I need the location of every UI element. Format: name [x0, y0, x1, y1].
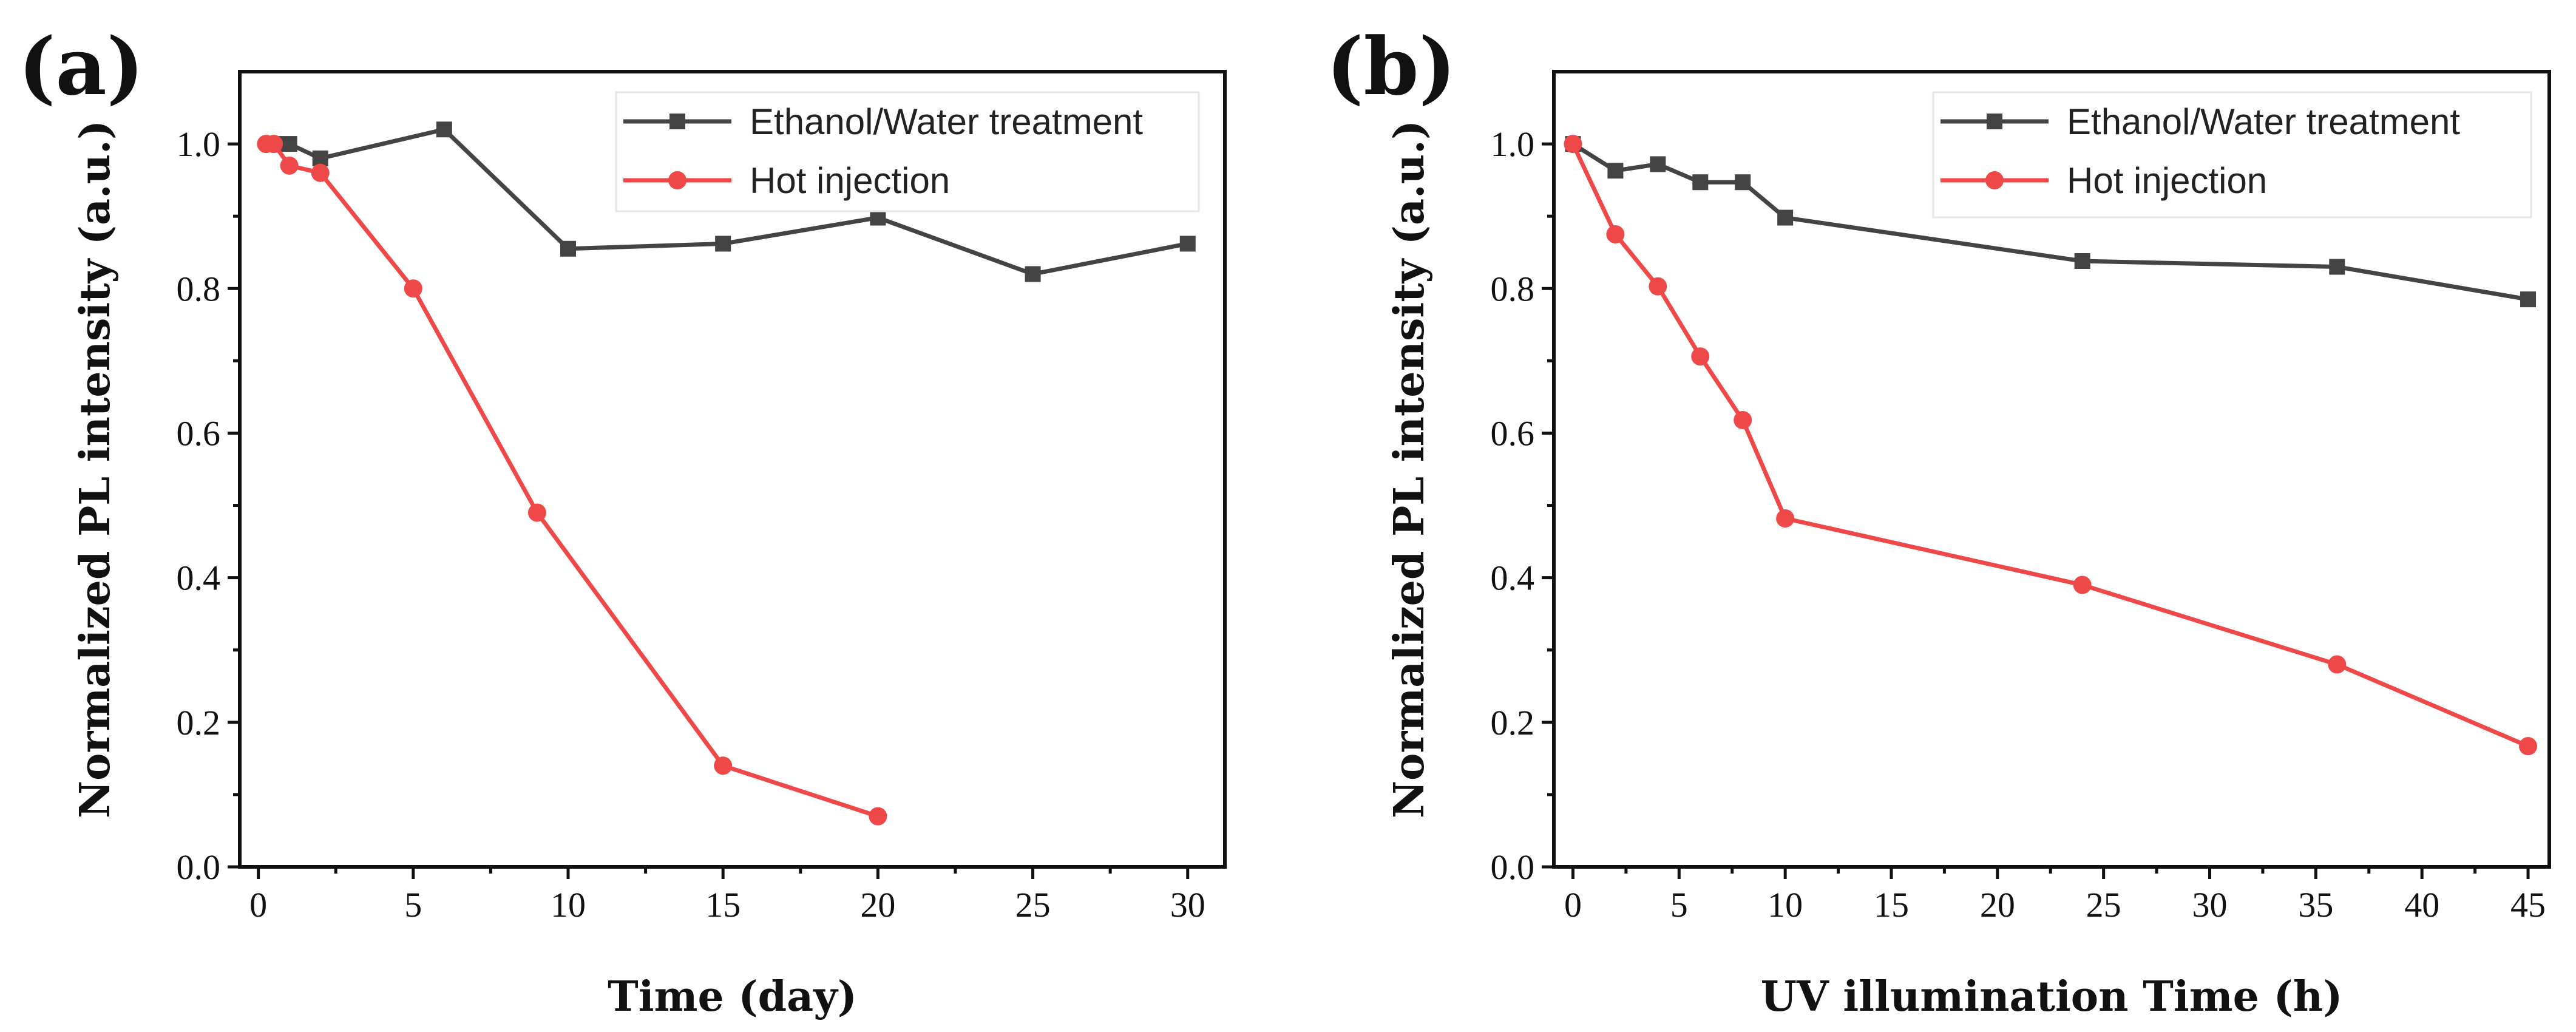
data-point — [1607, 163, 1624, 179]
data-point — [1564, 135, 1582, 154]
data-point — [1692, 174, 1709, 191]
y-axis-title: Normalized PL intensity (a.u.) — [1385, 120, 1434, 818]
legend-label: Ethanol/Water treatment — [2067, 101, 2460, 142]
legend-label: Hot injection — [2067, 160, 2267, 201]
data-point — [1735, 174, 1751, 191]
chart-panel-a: (a) 0 5 10 15 20 25 30 0.0 0.2 0.4 0.6 0.8 1.0 Time (d… — [18, 20, 1227, 1021]
data-point — [1025, 266, 1041, 282]
y-tick-label: 0.4 — [1491, 558, 1535, 598]
data-point — [2329, 259, 2345, 275]
x-tick-label: 15 — [705, 885, 741, 925]
y-tick-label: 1.0 — [1491, 124, 1535, 164]
legend: Ethanol/Water treatment Hot injection — [1932, 91, 2532, 219]
y-axis-title: Normalized PL intensity (a.u.) — [71, 120, 120, 818]
x-axis-title: UV illumination Time (h) — [1761, 973, 2343, 1021]
panel-label: (b) — [1326, 20, 1456, 113]
legend-box — [1932, 91, 2532, 219]
panel-label: (a) — [18, 20, 144, 113]
legend-marker — [669, 114, 685, 129]
x-tick-label: 35 — [2298, 885, 2333, 925]
x-tick-label: 15 — [1874, 885, 1909, 925]
data-point — [281, 136, 297, 152]
data-point — [1734, 411, 1752, 430]
y-tick-label: 0.8 — [1491, 269, 1535, 308]
x-tick-label: 40 — [2404, 885, 2439, 925]
legend: Ethanol/Water treatment Hot injection — [615, 91, 1200, 212]
x-tick-label: 10 — [1768, 885, 1803, 925]
y-tick-label: 0.2 — [177, 703, 221, 742]
data-point — [2328, 655, 2347, 674]
data-point — [2520, 291, 2537, 308]
x-axis-title: Time (day) — [608, 973, 857, 1021]
chart-panel-b: (b) 0 5 10 15 20 25 30 35 40 45 0.0 0.2 0.4 0.6 0.8 1.0 U… — [1326, 20, 2551, 1021]
data-point — [1776, 509, 1795, 528]
series-hot-injection — [1564, 135, 2538, 756]
data-point — [715, 236, 731, 252]
data-point — [527, 503, 546, 522]
data-point — [436, 121, 452, 138]
data-point — [1606, 225, 1625, 243]
data-point — [870, 209, 886, 226]
x-tick-label: 30 — [2192, 885, 2228, 925]
data-point — [2073, 575, 2092, 594]
x-tick-label: 25 — [2086, 885, 2121, 925]
y-tick-label: 1.0 — [177, 124, 221, 164]
data-point — [2519, 737, 2538, 756]
y-tick-label: 0.6 — [1491, 413, 1535, 453]
data-point — [312, 150, 328, 166]
series-hot-injection — [257, 135, 887, 826]
legend-label: Ethanol/Water treatment — [750, 101, 1143, 142]
data-point — [869, 807, 887, 826]
legend-marker — [668, 171, 686, 189]
data-point — [1649, 277, 1667, 296]
y-tick-label: 0.6 — [177, 413, 221, 453]
legend-label: Hot injection — [750, 160, 950, 201]
y-tick-label: 0.0 — [177, 847, 221, 887]
y-tick-label: 0.2 — [1491, 703, 1535, 742]
legend-marker — [1985, 171, 2004, 189]
data-point — [560, 240, 576, 257]
legend-marker — [1987, 114, 2002, 129]
x-tick-label: 5 — [404, 885, 422, 925]
x-tick-label: 0 — [1564, 885, 1582, 925]
series-line — [1571, 143, 2529, 749]
data-point — [1691, 347, 1710, 366]
x-tick-label: 30 — [1170, 885, 1205, 925]
x-tick-label: 10 — [551, 885, 586, 925]
data-point — [1179, 236, 1196, 252]
y-tick-label: 0.0 — [1491, 847, 1535, 887]
data-point — [1777, 209, 1794, 226]
y-tick-label: 0.4 — [177, 558, 221, 598]
data-point — [1650, 156, 1666, 172]
x-tick-label: 45 — [2510, 885, 2546, 925]
x-tick-label: 5 — [1670, 885, 1688, 925]
x-tick-label: 20 — [1980, 885, 2015, 925]
data-point — [2074, 253, 2090, 270]
x-tick-label: 25 — [1015, 885, 1051, 925]
data-point — [714, 756, 733, 775]
data-point — [280, 156, 299, 175]
x-tick-label: 20 — [860, 885, 895, 925]
legend-box — [615, 91, 1200, 212]
plot-frame — [238, 70, 1227, 869]
data-point — [404, 279, 422, 298]
y-tick-label: 0.8 — [177, 269, 221, 308]
data-point — [265, 135, 283, 154]
x-tick-label: 0 — [249, 885, 267, 925]
data-point — [311, 163, 330, 182]
